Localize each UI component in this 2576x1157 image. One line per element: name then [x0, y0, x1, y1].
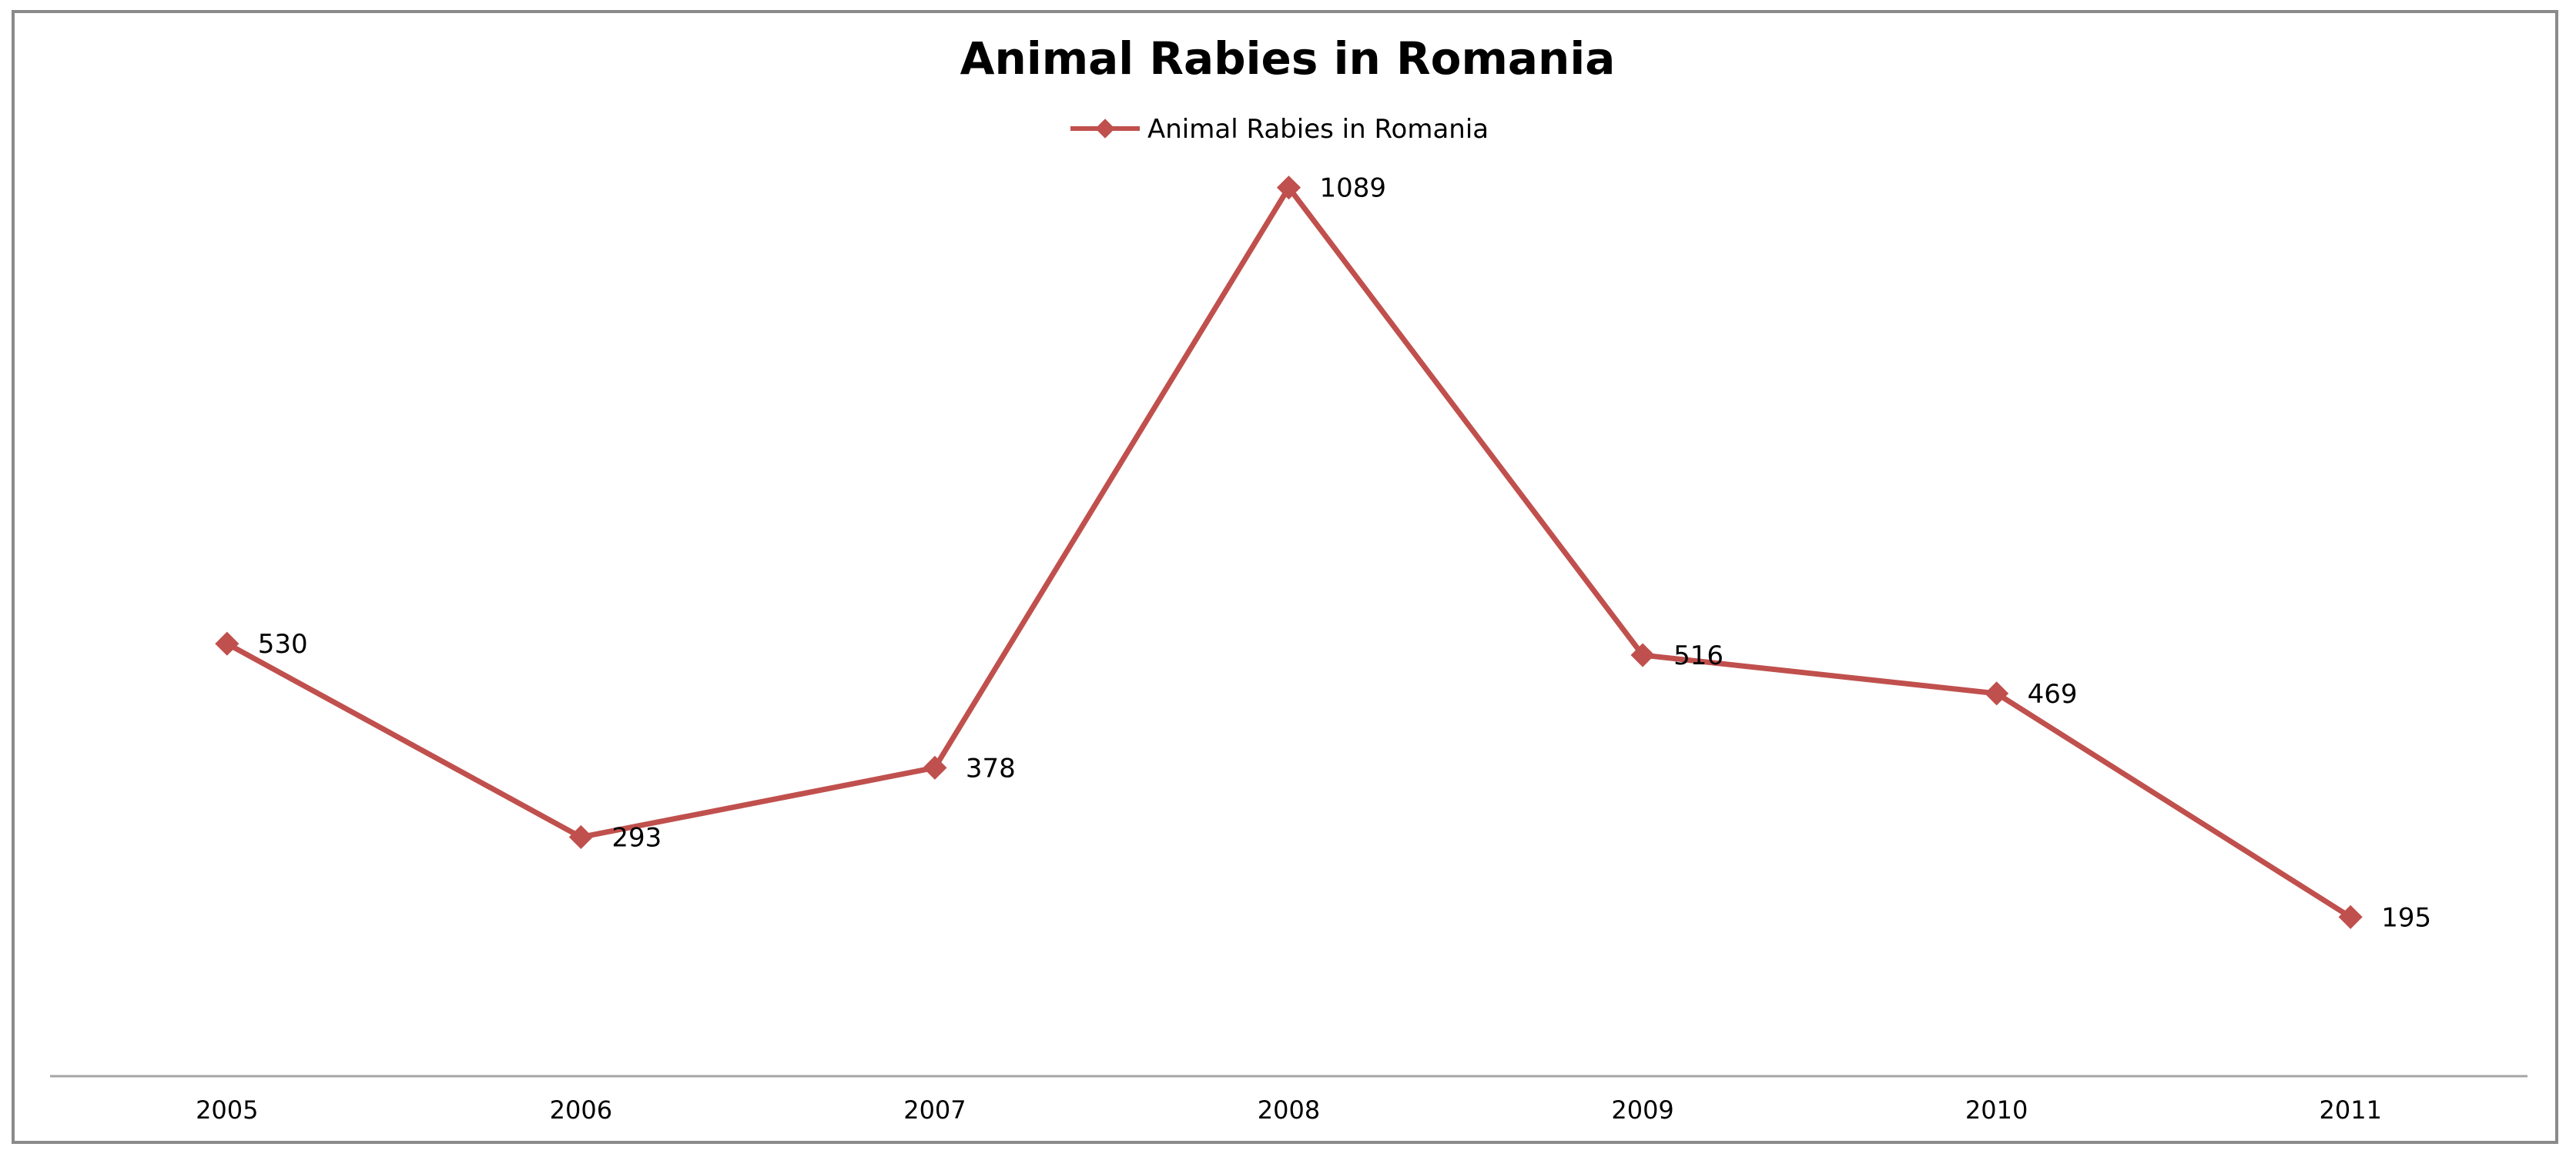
legend-marker-swatch: [1095, 119, 1115, 139]
data-point-2009: [1630, 643, 1655, 667]
x-tick-label-2010: 2010: [1965, 1095, 2028, 1125]
x-tick-label-2009: 2009: [1611, 1095, 1673, 1125]
x-tick-label-2011: 2011: [2319, 1095, 2381, 1125]
data-point-2010: [1985, 681, 2009, 706]
x-axis-tick-labels: 2005 2006 2007 2008 2009 2010 2011: [196, 1095, 2382, 1125]
data-label-2007: 378: [966, 753, 1016, 784]
data-point-2005: [215, 631, 240, 656]
legend-label: Animal Rabies in Romania: [1147, 114, 1489, 145]
data-point-2007: [923, 755, 947, 780]
data-label-2011: 195: [2381, 902, 2431, 933]
data-label-2005: 530: [258, 629, 308, 660]
data-point-2011: [2338, 905, 2363, 929]
chart-title: Animal Rabies in Romania: [960, 32, 1616, 85]
data-label-2008: 1089: [1320, 173, 1387, 204]
data-label-2009: 516: [1673, 640, 1723, 671]
series-line-0: [226, 185, 2353, 920]
x-tick-label-2005: 2005: [196, 1095, 258, 1125]
data-point-2006: [568, 824, 593, 849]
x-tick-label-2008: 2008: [1258, 1095, 1320, 1125]
data-label-2006: 293: [611, 822, 662, 853]
legend: Animal Rabies in Romania: [1070, 114, 1489, 145]
x-tick-label-2006: 2006: [550, 1095, 612, 1125]
x-tick-label-2007: 2007: [903, 1095, 966, 1125]
plot-area: 530 293 378 1089 516 469 195: [215, 173, 2431, 933]
data-label-2010: 469: [2028, 679, 2078, 710]
